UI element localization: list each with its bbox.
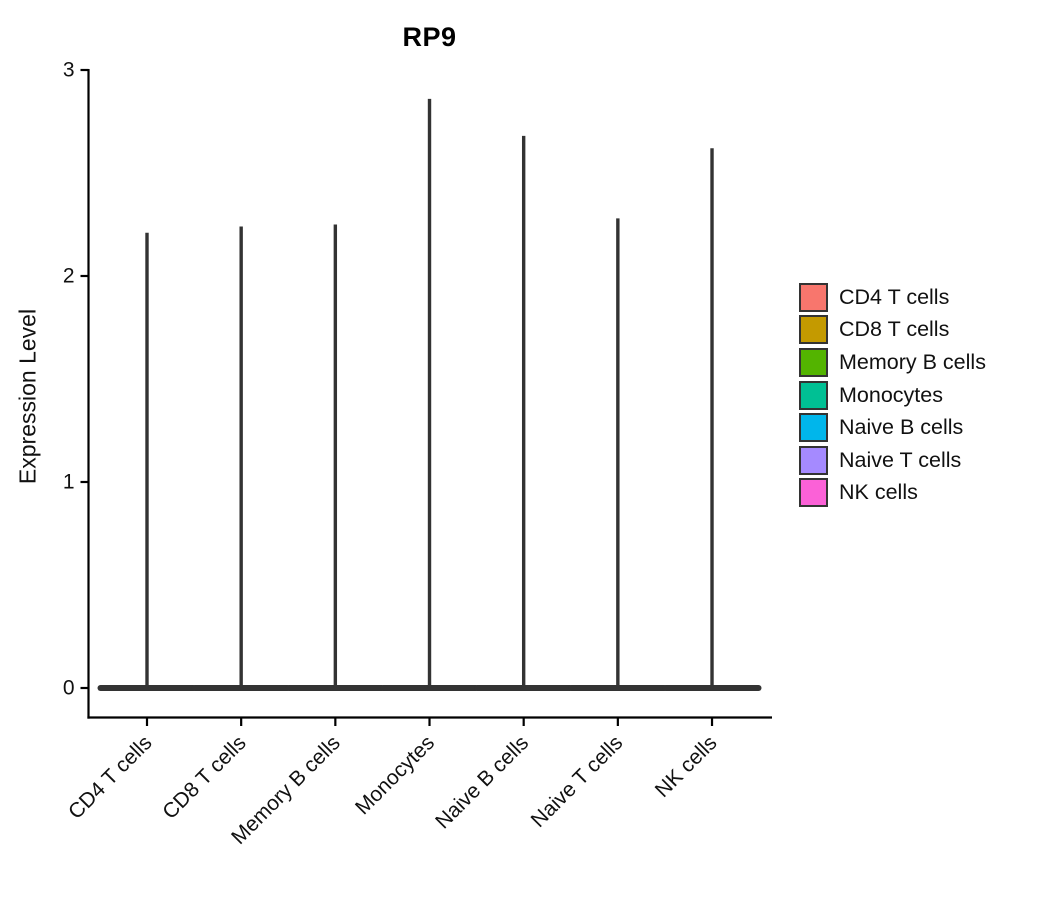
x-tick-label: CD4 T cells	[64, 731, 156, 823]
y-tick-label: 2	[63, 265, 75, 288]
chart-title: RP9	[402, 22, 457, 52]
legend-label: CD8 T cells	[839, 317, 950, 342]
legend-label: NK cells	[839, 480, 918, 505]
y-tick-label: 3	[63, 59, 75, 82]
legend-item: NK cells	[799, 477, 986, 510]
legend-key-swatch	[799, 315, 828, 345]
y-tick-label: 1	[63, 471, 75, 494]
legend-item: CD4 T cells	[799, 281, 986, 314]
x-tick-label: Monocytes	[351, 731, 439, 819]
legend-item: Naive B cells	[799, 411, 986, 444]
legend-key-swatch	[799, 282, 828, 312]
legend-key-swatch	[799, 445, 828, 475]
x-tick-label: Naive T cells	[527, 731, 628, 832]
x-tick-label: NK cells	[651, 731, 722, 802]
legend-key-swatch	[799, 347, 828, 377]
x-tick-label: Naive B cells	[431, 731, 533, 833]
legend-label: Memory B cells	[839, 349, 986, 374]
y-tick-label: 0	[63, 677, 75, 700]
legend: CD4 T cells CD8 T cells Memory B cells Mono…	[799, 281, 986, 509]
legend-item: Monocytes	[799, 379, 986, 412]
legend-label: Naive T cells	[839, 447, 962, 472]
legend-item: Naive T cells	[799, 444, 986, 477]
legend-label: Monocytes	[839, 382, 943, 407]
legend-key-swatch	[799, 380, 828, 410]
x-tick-label: CD8 T cells	[158, 731, 250, 823]
legend-label: Naive B cells	[839, 415, 964, 440]
legend-item: CD8 T cells	[799, 314, 986, 347]
legend-key-swatch	[799, 478, 828, 508]
legend-key-swatch	[799, 413, 828, 443]
legend-label: CD4 T cells	[839, 284, 950, 309]
legend-item: Memory B cells	[799, 346, 986, 379]
